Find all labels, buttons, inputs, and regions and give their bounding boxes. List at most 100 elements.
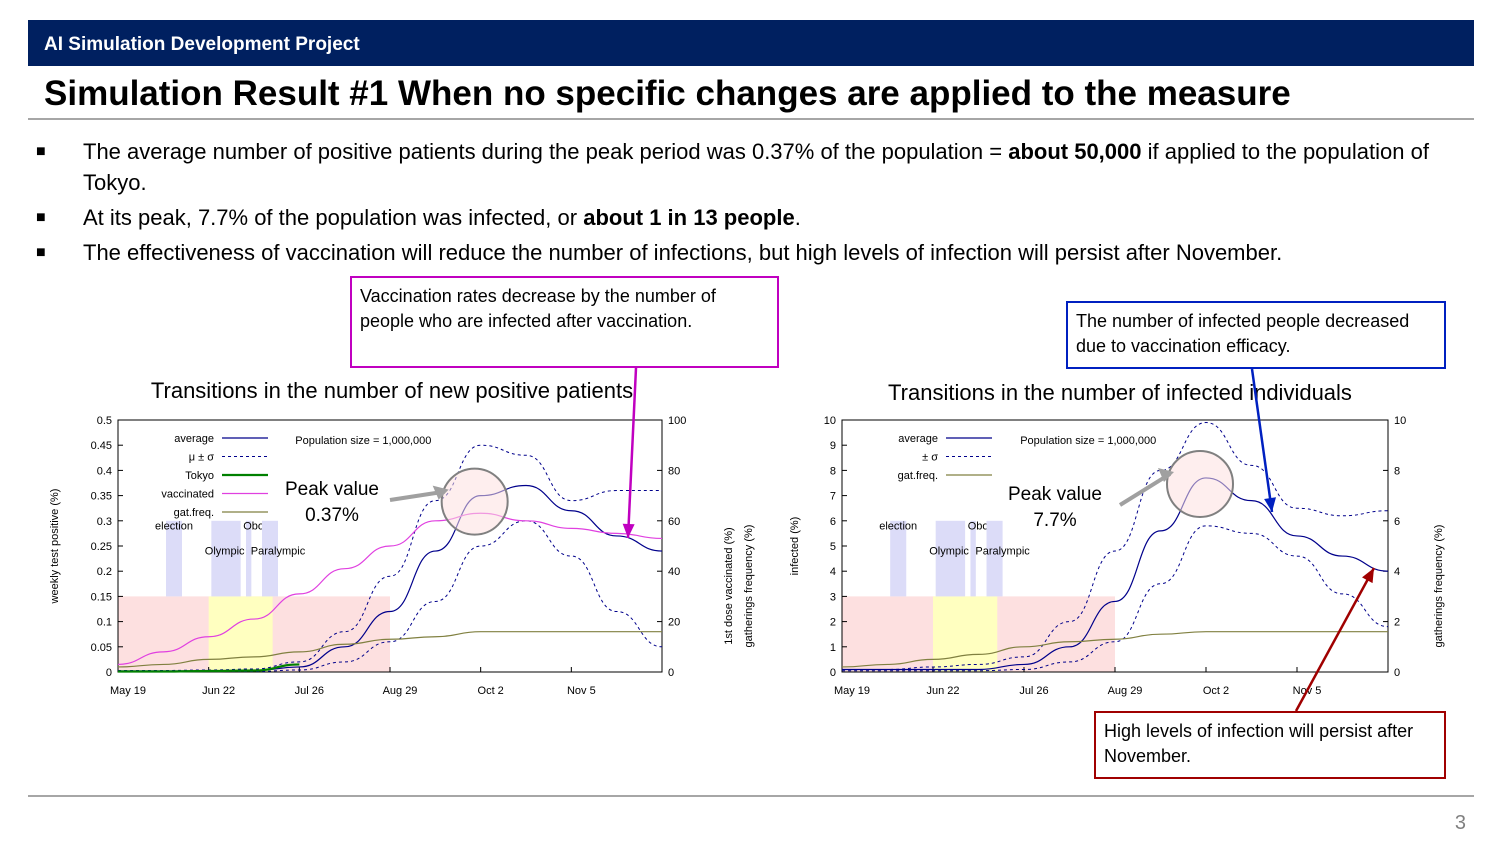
bullet-mark: ■ — [36, 209, 46, 226]
y-tick-label: 0 — [106, 667, 112, 679]
legend-label: ± σ — [922, 452, 938, 464]
page-number: 3 — [1454, 812, 1466, 834]
y-tick-label: 0.25 — [91, 541, 112, 553]
bullet-emphasis: about 50,000 — [1008, 139, 1142, 164]
bullet-text: The effectiveness of vaccination will re… — [83, 240, 1283, 265]
series-line-gatfreq — [841, 631, 1388, 668]
y-tick-label: 10 — [824, 415, 836, 427]
x-tick-label: Aug 29 — [1108, 685, 1143, 697]
legend-label: gat.freq. — [898, 470, 938, 482]
callout-persist: High levels of infection will persist af… — [1094, 711, 1446, 779]
measure-band — [933, 596, 998, 672]
series-line- — [841, 525, 1389, 672]
page-title: Simulation Result #1 When no specific ch… — [44, 74, 1291, 113]
legend-label: average — [174, 433, 214, 445]
peak-arrow-head — [1158, 467, 1174, 482]
legend-label: Tokyo — [185, 470, 214, 482]
y2-tick-label: 80 — [668, 465, 680, 477]
population-note: Population size = 1,000,000 — [1020, 435, 1156, 447]
bullet-list: ■ The average number of positive patient… — [36, 136, 1476, 272]
y2-tick-label: 60 — [668, 516, 680, 528]
event-label: Paralympic — [975, 546, 1030, 558]
y-tick-label: 2 — [830, 617, 836, 629]
y-tick-label: 0.1 — [97, 617, 112, 629]
measure-band — [208, 596, 273, 672]
y-tick-label: 1 — [830, 642, 836, 654]
x-tick-label: Nov 5 — [567, 685, 596, 697]
event-band — [970, 520, 976, 597]
x-tick-label: May 19 — [110, 685, 146, 697]
y2-tick-label: 6 — [1394, 516, 1400, 528]
event-label: Olympic — [205, 546, 245, 558]
y-tick-label: 0.15 — [91, 591, 112, 603]
event-label: election — [155, 520, 193, 532]
peak-arrow — [389, 489, 445, 502]
callout-efficacy: The number of infected people decreased … — [1066, 301, 1446, 369]
y-tick-label: 7 — [830, 491, 836, 503]
bullet-item: ■ The average number of positive patient… — [36, 136, 1476, 198]
peak-label: 0.37% — [305, 505, 359, 526]
y2-tick-label: 40 — [668, 566, 680, 578]
y2-axis-label: gatherings frequency (%) — [1433, 525, 1445, 648]
event-band — [935, 520, 966, 597]
y-axis-label: infected (%) — [789, 517, 801, 576]
y-tick-label: 0.3 — [97, 516, 112, 528]
callout-vaccination: Vaccination rates decrease by the number… — [350, 276, 779, 368]
y2-tick-label: 2 — [1394, 617, 1400, 629]
y-tick-label: 3 — [830, 591, 836, 603]
y-tick-label: 4 — [830, 566, 836, 578]
event-band — [890, 520, 907, 597]
x-tick-label: Oct 2 — [478, 685, 504, 697]
legend-label: vaccinated — [161, 489, 214, 501]
legend-label: average — [898, 433, 938, 445]
event-label: Olympic — [929, 546, 969, 558]
legend-label: gat.freq. — [174, 507, 214, 519]
footer-divider — [28, 795, 1474, 797]
y-tick-label: 0.4 — [97, 465, 112, 477]
series-line-average — [841, 477, 1389, 671]
y2-tick-label: 8 — [1394, 465, 1400, 477]
bullet-emphasis: about 1 in 13 people — [583, 205, 795, 230]
x-tick-label: Oct 2 — [1203, 685, 1229, 697]
bullet-mark: ■ — [36, 244, 46, 261]
event-band — [166, 520, 182, 597]
y-tick-label: 5 — [830, 541, 836, 553]
event-label: Paralympic — [251, 546, 306, 558]
y-axis-label: weekly test positive (%) — [49, 489, 61, 605]
series-line-tokyo — [117, 663, 300, 673]
event-band — [986, 520, 1003, 597]
y-tick-label: 0.45 — [91, 440, 112, 452]
series-line-vaccinated — [117, 512, 663, 666]
y2-tick-label: 0 — [1394, 667, 1400, 679]
bullet-text: if applied to the population of Tokyo. — [83, 139, 1429, 195]
peak-arrow-head — [432, 485, 449, 500]
bullet-text: At its peak, 7.7% of the population was … — [83, 205, 584, 230]
y2-tick-label: 4 — [1394, 566, 1400, 578]
bullet-item: ■ At its peak, 7.7% of the population wa… — [36, 202, 1476, 233]
x-tick-label: Aug 29 — [383, 685, 418, 697]
legend-label: μ ± σ — [189, 452, 214, 464]
peak-label: 7.7% — [1033, 510, 1076, 531]
peak-circle — [440, 467, 509, 536]
peak-circle — [1166, 449, 1234, 518]
peak-label: Peak value — [285, 479, 379, 500]
y-tick-label: 0 — [830, 667, 836, 679]
event-band — [246, 520, 252, 597]
y-tick-label: 0.2 — [97, 566, 112, 578]
header-banner — [28, 20, 1474, 66]
y2-tick-label: 20 — [668, 617, 680, 629]
callout-arrow-persist-head — [1362, 568, 1374, 584]
bullet-item: ■ The effectiveness of vaccination will … — [36, 237, 1476, 268]
y2-tick-label: 10 — [1394, 415, 1406, 427]
event-band — [262, 520, 278, 597]
y-tick-label: 8 — [830, 465, 836, 477]
callout-arrow-vaccination-head — [622, 523, 635, 538]
chart-title: Transitions in the number of infected in… — [888, 380, 1352, 405]
peak-label: Peak value — [1008, 484, 1102, 505]
project-name: AI Simulation Development Project — [44, 34, 360, 55]
y-tick-label: 0.05 — [91, 642, 112, 654]
x-tick-label: May 19 — [834, 685, 870, 697]
series-line- — [841, 422, 1389, 670]
callout-arrow-persist — [1294, 567, 1376, 712]
